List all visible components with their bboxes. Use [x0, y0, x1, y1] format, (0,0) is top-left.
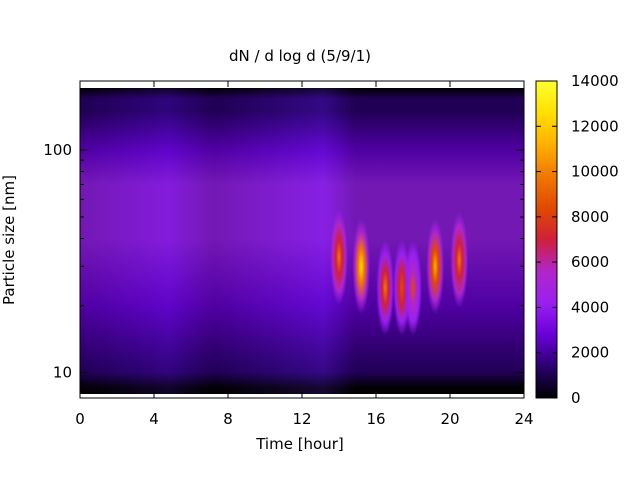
y-tick-label: 10	[53, 363, 72, 381]
event-mark	[404, 239, 422, 336]
event-mark	[426, 218, 445, 315]
colorbar-tick-label: 4000	[571, 298, 609, 316]
x-tick-label: 0	[75, 410, 85, 428]
colorbar-tick-label: 2000	[571, 344, 609, 362]
event-mark	[330, 209, 348, 306]
event-mark	[352, 218, 371, 315]
colorbar-tick-label: 8000	[571, 208, 609, 226]
x-tick-label: 24	[514, 410, 533, 428]
x-tick-label: 20	[440, 410, 459, 428]
x-tick-label: 12	[292, 410, 311, 428]
heatmap-texture	[80, 88, 524, 394]
colorbar-tick-label: 12000	[571, 117, 619, 135]
y-axis-label: Particle size [nm]	[0, 175, 18, 305]
colorbar-ticks: 0 2000 4000 6000 8000 10000 12000 14000	[536, 72, 619, 407]
y-axis-ticks: 10 100	[43, 141, 524, 384]
x-tick-label: 8	[223, 410, 233, 428]
event-mark	[376, 239, 395, 336]
events-layer	[330, 209, 469, 336]
x-axis-ticks: 0 4 8 12 16 20 24	[75, 81, 534, 428]
colorbar-tick-label: 0	[571, 389, 581, 407]
chart-title: dN / d log d (5/9/1)	[229, 47, 371, 65]
x-tick-label: 16	[366, 410, 385, 428]
colorbar-tick-label: 6000	[571, 253, 609, 271]
x-axis-label: Time [hour]	[255, 435, 344, 453]
colorbar-tick-label: 10000	[571, 163, 619, 181]
x-tick-label: 4	[149, 410, 159, 428]
y-tick-label: 100	[43, 141, 72, 159]
plot-area	[80, 88, 524, 394]
colorbar-frame	[535, 80, 558, 399]
colorbar	[536, 81, 557, 398]
event-mark	[450, 212, 469, 309]
colorbar-tick-label: 14000	[571, 72, 619, 90]
